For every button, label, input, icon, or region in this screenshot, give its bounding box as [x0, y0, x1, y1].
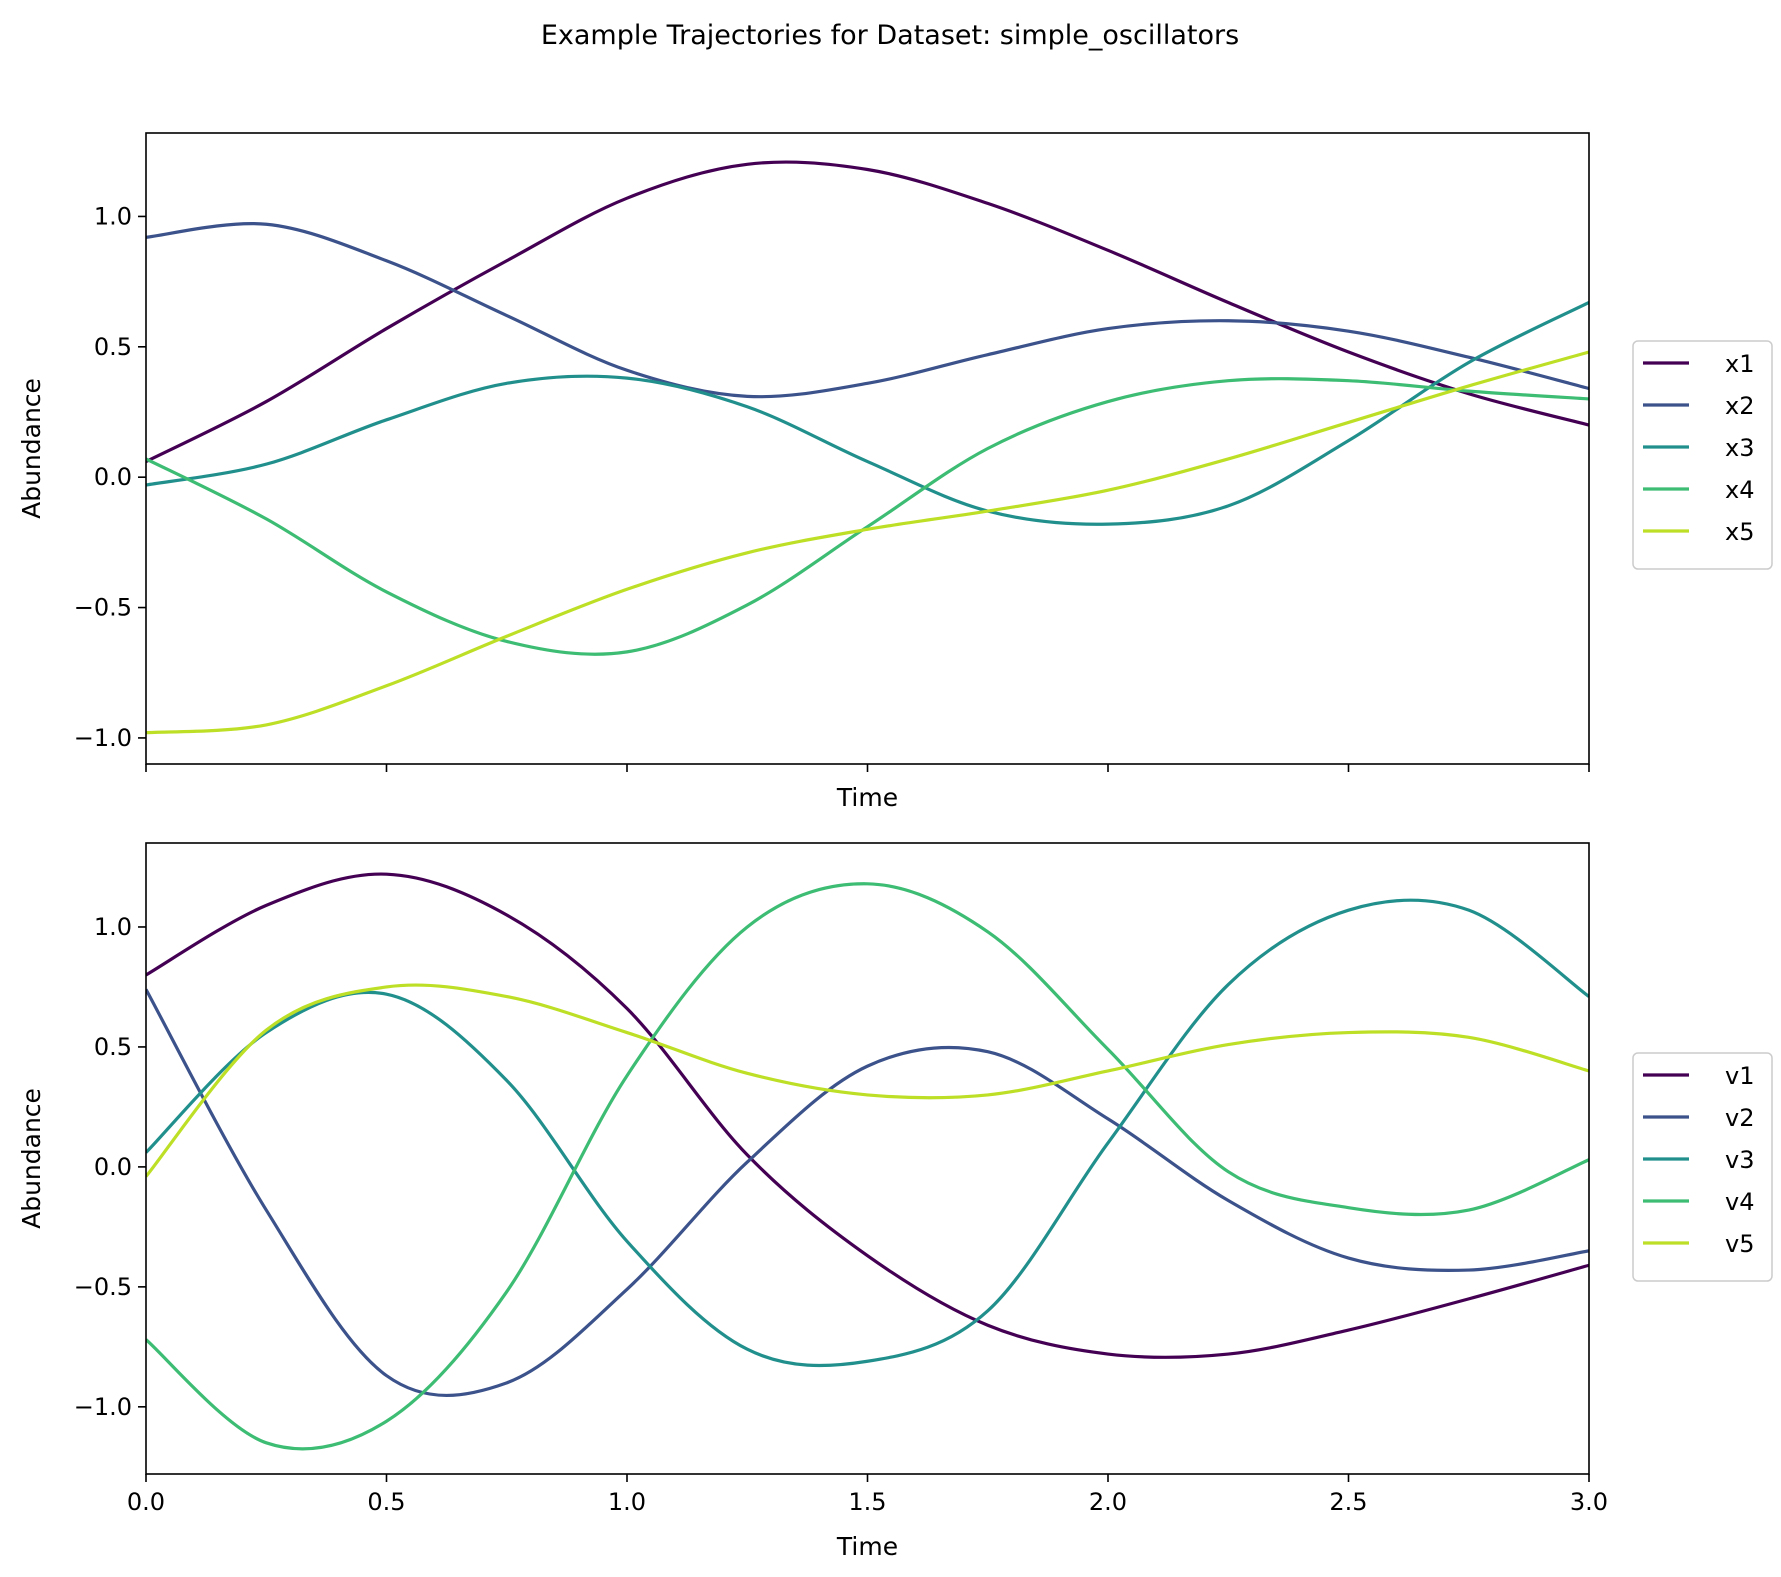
x-tick-label: 0.0: [127, 1488, 165, 1516]
y-tick-label: 0.5: [94, 333, 132, 361]
legend: x1 x2 x3 x4 x5: [1632, 340, 1773, 570]
series-line-x1: [146, 160, 1589, 463]
x-tick-label: 1.5: [848, 1488, 886, 1516]
y-tick-label: 1.0: [94, 913, 132, 941]
series-line-v2: [146, 988, 1589, 1398]
y-axis-label: Abundance: [17, 1088, 46, 1229]
legend-label-v5: v5: [1725, 1230, 1754, 1258]
legend-box: [1632, 1052, 1773, 1282]
legend-label-x5: x5: [1725, 518, 1754, 546]
y-tick-label: 1.0: [94, 202, 132, 230]
x-axis-label: Time: [836, 783, 898, 812]
legend-label-v2: v2: [1725, 1104, 1754, 1132]
chart-top-positions: −1.0 −0.5 0.0 0.5 1.0 Time Abundance x1 x2 x3 x4 x5: [17, 132, 1773, 812]
x-tick-label: 2.5: [1329, 1488, 1367, 1516]
legend-label-v1: v1: [1725, 1062, 1754, 1090]
legend-label-x2: x2: [1725, 392, 1754, 420]
series-line-v3: [146, 898, 1589, 1368]
series-line-v4: [146, 882, 1589, 1451]
series-line-x3: [146, 301, 1589, 526]
x-axis-label: Time: [836, 1532, 898, 1561]
series-line-v5: [146, 983, 1589, 1178]
series-line-x5: [146, 350, 1589, 735]
x-tick-label: 0.5: [367, 1488, 405, 1516]
y-tick-label: 0.5: [94, 1033, 132, 1061]
legend: v1 v2 v3 v4 v5: [1632, 1052, 1773, 1282]
y-tick-label: −0.5: [74, 594, 132, 622]
series-line-v1: [146, 872, 1589, 1359]
plot-frame: [145, 842, 1590, 1475]
figure-title: Example Trajectories for Dataset: simple…: [541, 20, 1239, 51]
series-line-x4: [146, 377, 1589, 656]
chart-bottom-velocities: 0.0 0.5 1.0 1.5 2.0 2.5 3.0 −1.0 −0.5 0.0 0.5 1.0 Ti…: [17, 842, 1773, 1561]
x-tick-label: 3.0: [1570, 1488, 1608, 1516]
y-tick-label: 0.0: [94, 463, 132, 491]
series-group: [146, 160, 1589, 735]
x-tick-label: 1.0: [608, 1488, 646, 1516]
series-group: [146, 872, 1589, 1451]
y-tick-label: −0.5: [74, 1273, 132, 1301]
legend-label-v4: v4: [1725, 1188, 1754, 1216]
y-axis-label: Abundance: [17, 378, 46, 519]
legend-label-v3: v3: [1725, 1146, 1754, 1174]
legend-box: [1632, 340, 1773, 570]
legend-label-x4: x4: [1725, 476, 1754, 504]
legend-label-x3: x3: [1725, 434, 1754, 462]
plot-frame: [145, 132, 1590, 765]
x-tick-label: 2.0: [1089, 1488, 1127, 1516]
y-tick-label: 0.0: [94, 1153, 132, 1181]
y-tick-label: −1.0: [74, 724, 132, 752]
legend-label-x1: x1: [1725, 350, 1754, 378]
series-line-x2: [146, 222, 1589, 399]
y-tick-label: −1.0: [74, 1393, 132, 1421]
